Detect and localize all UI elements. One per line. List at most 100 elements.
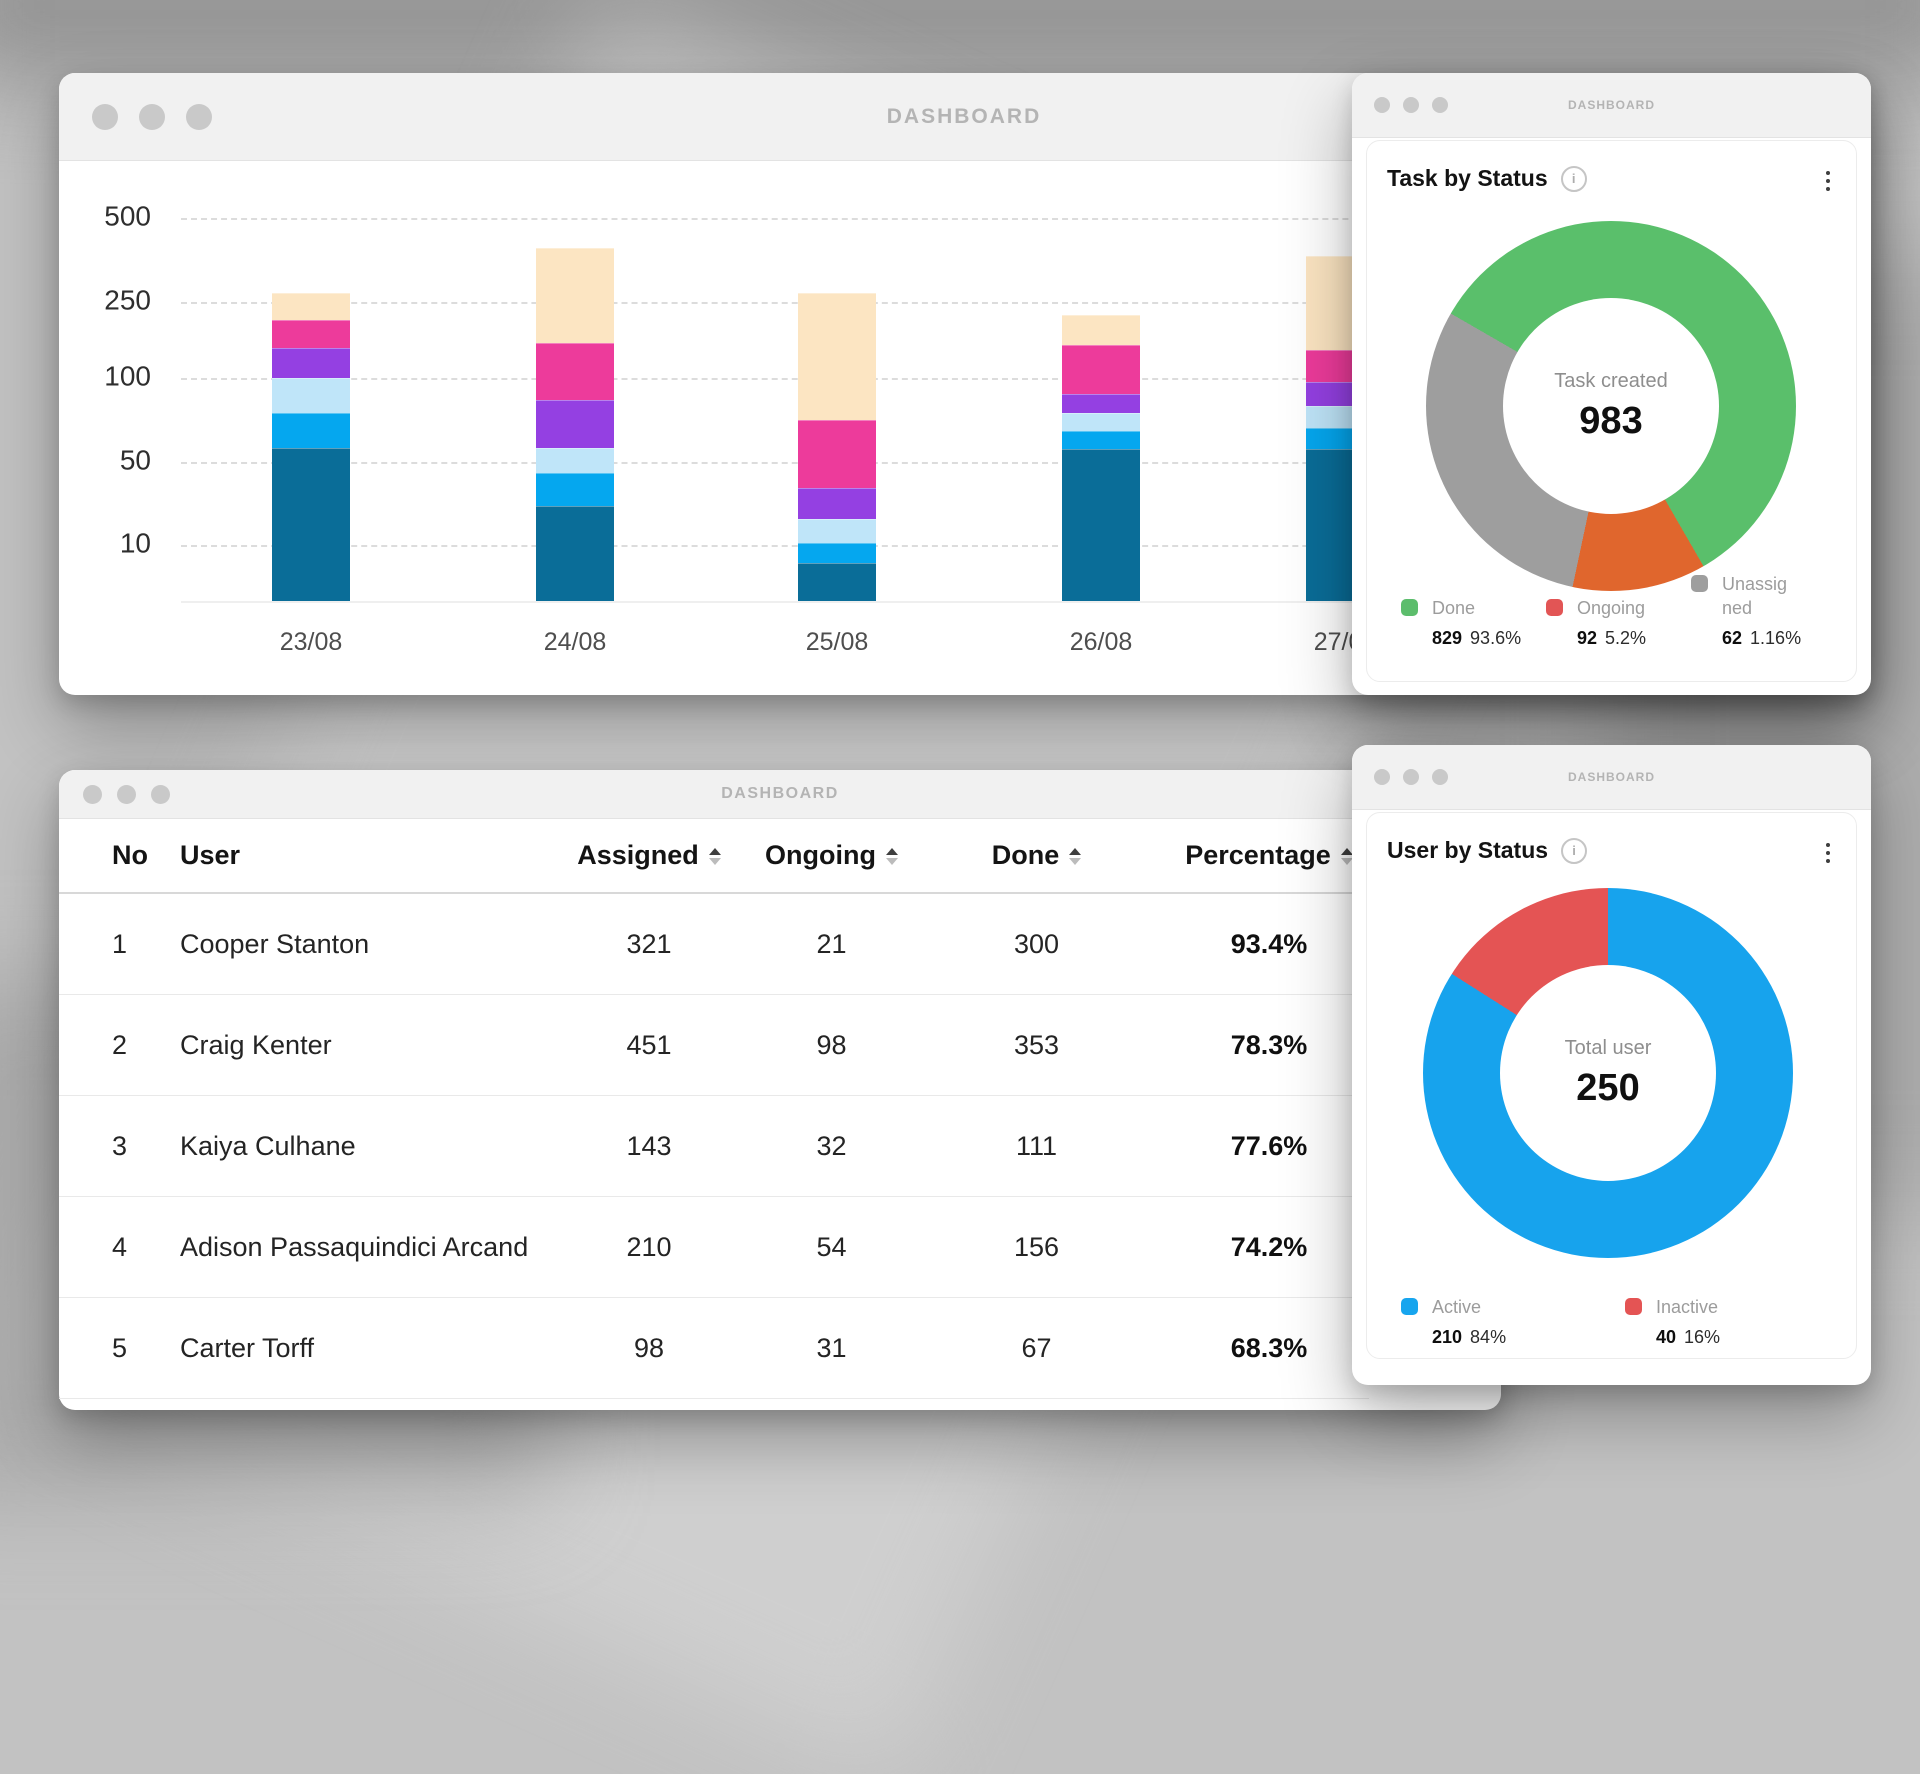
user-status-card: User by Status i Total user 250 Active21… xyxy=(1366,812,1857,1359)
sort-icon[interactable] xyxy=(1069,848,1081,865)
table-cell: 451 xyxy=(539,995,759,1096)
table-cell: Cooper Stanton xyxy=(179,893,539,995)
legend-value: 62 xyxy=(1722,628,1742,648)
table-cell: 77.6% xyxy=(1169,1096,1369,1197)
column-header-no: No xyxy=(59,818,179,893)
stacked-bar xyxy=(798,293,876,601)
bar-segment-bright-blue xyxy=(1062,431,1140,449)
info-icon[interactable]: i xyxy=(1561,166,1587,192)
stacked-bar xyxy=(1062,315,1140,601)
card-header: User by Status i xyxy=(1387,837,1587,864)
column-header-ongoing[interactable]: Ongoing xyxy=(759,818,904,893)
bar-segment-bright-blue xyxy=(272,413,350,448)
legend-value: 40 xyxy=(1656,1327,1676,1347)
bar-segment-light-blue xyxy=(272,378,350,413)
bar-segment-magenta xyxy=(536,343,614,400)
legend-item-ongoing: Ongoing 92 5.2% xyxy=(1546,597,1691,649)
table-cell: 2 xyxy=(59,995,179,1096)
table-cell: 98 xyxy=(759,995,904,1096)
table-cell: Craig Kenter xyxy=(179,995,539,1096)
legend-value: 210 xyxy=(1432,1327,1462,1347)
y-axis-tick: 500 xyxy=(59,200,151,232)
table-cell: 74.2% xyxy=(1169,1197,1369,1298)
legend-item-active: Active21084% xyxy=(1401,1296,1625,1348)
legend-percentage: 5.2% xyxy=(1605,628,1646,648)
users-table: NoUser Assigned Ongoing Done Percentage 1Coo… xyxy=(59,818,1369,1399)
table-cell: 111 xyxy=(904,1096,1169,1197)
stacked-bar xyxy=(536,248,614,601)
column-header-assigned[interactable]: Assigned xyxy=(539,818,759,893)
x-axis-tick: 24/08 xyxy=(544,628,607,657)
column-header-label: Ongoing xyxy=(765,840,876,870)
users-table-window: DASHBOARD NoUser Assigned Ongoing Done Perce… xyxy=(59,770,1501,1410)
column-header-label: Assigned xyxy=(577,840,699,870)
table-cell: 5 xyxy=(59,1298,179,1399)
table-cell: 4 xyxy=(59,1197,179,1298)
y-axis-tick: 50 xyxy=(59,444,151,476)
column-header-done[interactable]: Done xyxy=(904,818,1169,893)
table-cell: Kaiya Culhane xyxy=(179,1096,539,1197)
table-row: 4Adison Passaquindici Arcand2105415674.2… xyxy=(59,1197,1369,1298)
table-cell: Carter Torff xyxy=(179,1298,539,1399)
donut-center-label: Total user xyxy=(1565,1037,1652,1060)
task-status-donut: Task created 983 xyxy=(1426,221,1796,591)
donut-center-value: 250 xyxy=(1576,1067,1639,1110)
donut-center-value: 983 xyxy=(1579,400,1642,443)
bar-segment-deep-blue xyxy=(536,506,614,601)
legend-percentage: 16% xyxy=(1684,1327,1720,1347)
y-axis-tick: 100 xyxy=(59,360,151,392)
x-axis-tick: 23/08 xyxy=(280,628,343,657)
window-title: DASHBOARD xyxy=(1352,770,1871,784)
table-cell: 32 xyxy=(759,1096,904,1197)
table-cell: 300 xyxy=(904,893,1169,995)
kebab-menu-icon[interactable] xyxy=(1822,167,1834,195)
table-cell: 54 xyxy=(759,1197,904,1298)
y-axis-tick: 250 xyxy=(59,284,151,316)
task-status-window: DASHBOARD Task by Status i Task created … xyxy=(1352,73,1871,695)
legend-label: Done xyxy=(1432,597,1475,620)
table-cell: 78.3% xyxy=(1169,995,1369,1096)
table-header-row: NoUser Assigned Ongoing Done Percentage xyxy=(59,818,1369,893)
bar-segment-light-blue xyxy=(798,519,876,543)
bar-segment-purple xyxy=(536,400,614,448)
bar-segment-cream xyxy=(798,293,876,420)
table-row: 3Kaiya Culhane1433211177.6% xyxy=(59,1096,1369,1197)
card-title: User by Status xyxy=(1387,837,1548,864)
window-titlebar: DASHBOARD xyxy=(1352,745,1871,810)
table-cell: 98 xyxy=(539,1298,759,1399)
kebab-menu-icon[interactable] xyxy=(1822,839,1834,867)
sort-icon[interactable] xyxy=(709,848,721,865)
table-cell: 31 xyxy=(759,1298,904,1399)
legend-swatch xyxy=(1401,1298,1418,1315)
legend-swatch xyxy=(1401,599,1418,616)
bar-segment-cream xyxy=(272,293,350,320)
donut-legend: Active21084%Inactive4016% xyxy=(1401,1296,1849,1348)
column-header-label: Percentage xyxy=(1185,840,1331,870)
donut-center-text: Task created 983 xyxy=(1426,221,1796,591)
donut-center-text: Total user 250 xyxy=(1423,888,1793,1258)
legend-percentage: 1.16% xyxy=(1750,628,1801,648)
legend-item-done: Done82993.6% xyxy=(1401,597,1546,649)
bar-segment-bright-blue xyxy=(798,543,876,563)
bar-segment-purple xyxy=(798,488,876,519)
table-cell: 67 xyxy=(904,1298,1169,1399)
legend-item-unassigned: Unassigned 62 1.16% xyxy=(1691,573,1836,649)
sort-icon[interactable] xyxy=(1341,848,1353,865)
sort-icon[interactable] xyxy=(886,848,898,865)
legend-value: 829 xyxy=(1432,628,1462,648)
info-icon[interactable]: i xyxy=(1561,838,1587,864)
window-title: DASHBOARD xyxy=(59,785,1501,803)
table-cell: 1 xyxy=(59,893,179,995)
user-status-donut: Total user 250 xyxy=(1423,888,1793,1258)
legend-label: Unassigned xyxy=(1722,573,1792,620)
legend-value: 92 xyxy=(1577,628,1597,648)
backdrop-streak xyxy=(0,0,1920,80)
legend-label: Ongoing xyxy=(1577,597,1645,620)
legend-swatch xyxy=(1546,599,1563,616)
column-header-label: User xyxy=(180,840,240,870)
legend-swatch xyxy=(1625,1298,1642,1315)
bar-segment-cream xyxy=(536,248,614,343)
window-titlebar: DASHBOARD xyxy=(59,770,1501,819)
bar-segment-magenta xyxy=(1062,345,1140,394)
column-header-percentage[interactable]: Percentage xyxy=(1169,818,1369,893)
